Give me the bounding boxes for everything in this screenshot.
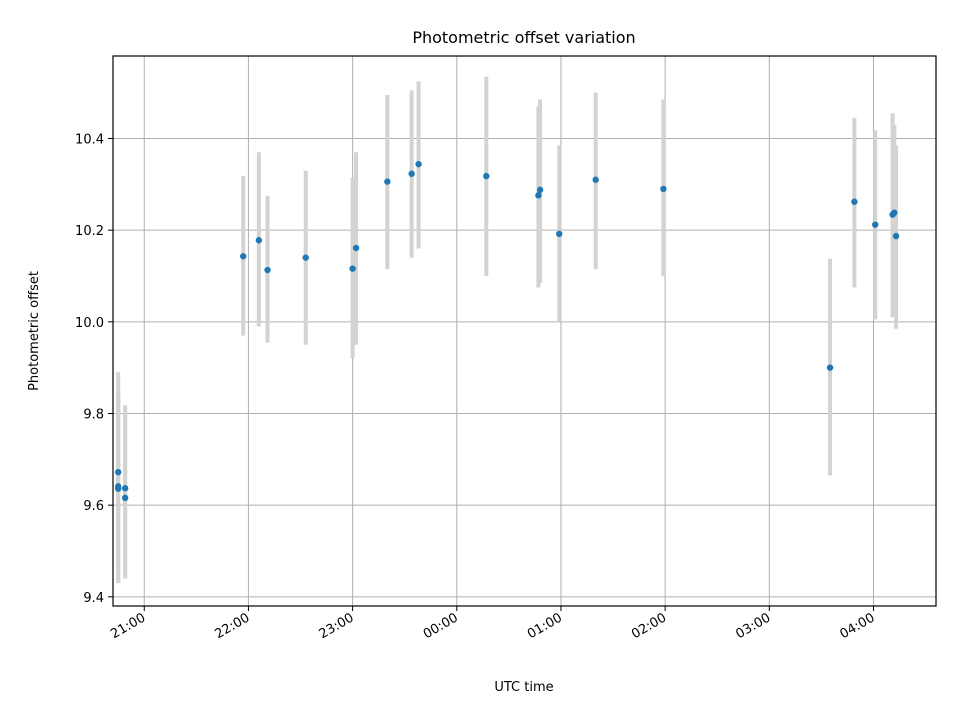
- y-tick-label: 9.4: [83, 591, 104, 606]
- y-tick-label: 9.6: [83, 499, 104, 514]
- data-point: [384, 178, 391, 185]
- data-point: [592, 176, 599, 183]
- data-point: [240, 253, 247, 260]
- data-point: [891, 209, 898, 216]
- data-point: [851, 198, 858, 205]
- x-tick-label: 01:00: [525, 610, 565, 642]
- data-point: [121, 485, 129, 492]
- data-point: [536, 186, 544, 194]
- x-tick-label: 23:00: [317, 610, 357, 642]
- data-point: [892, 232, 900, 240]
- data-point: [349, 265, 356, 272]
- data-point: [826, 364, 834, 371]
- data-point: [115, 485, 122, 492]
- y-tick-label: 9.8: [83, 408, 104, 423]
- data-point: [255, 237, 263, 244]
- data-point: [264, 266, 271, 274]
- x-axis-ticks: 21:00 22:00 23:00 00:00 01:00 02:00 03:00 04:00: [108, 606, 877, 642]
- data-points: [115, 160, 900, 502]
- y-tick-label: 10.2: [75, 224, 104, 239]
- y-axis-ticks: 9.4 9.6 9.8 10.0 10.2 10.4: [75, 133, 113, 606]
- grid-lines: [113, 56, 936, 606]
- x-tick-label: 03:00: [733, 610, 773, 642]
- data-point: [121, 494, 129, 502]
- x-tick-label: 22:00: [212, 610, 252, 642]
- x-tick-label: 21:00: [108, 610, 148, 642]
- data-point: [352, 244, 360, 252]
- data-point: [483, 172, 490, 180]
- y-tick-label: 10.4: [75, 133, 104, 148]
- data-point: [535, 192, 542, 199]
- x-tick-label: 04:00: [838, 610, 878, 642]
- data-point: [408, 170, 415, 177]
- data-point: [872, 221, 879, 228]
- plot-frame: [112, 55, 937, 607]
- data-point: [302, 254, 309, 261]
- y-tick-label: 10.0: [75, 316, 104, 331]
- y-axis-label: Photometric offset: [27, 271, 42, 391]
- chart-title: Photometric offset variation: [412, 28, 635, 47]
- data-point: [415, 160, 422, 168]
- data-point: [660, 185, 667, 193]
- x-axis-label: UTC time: [494, 680, 553, 695]
- error-bars: [116, 76, 899, 584]
- x-tick-label: 02:00: [629, 610, 669, 642]
- x-tick-label: 00:00: [421, 610, 461, 642]
- data-point: [556, 230, 563, 238]
- data-point: [115, 468, 122, 476]
